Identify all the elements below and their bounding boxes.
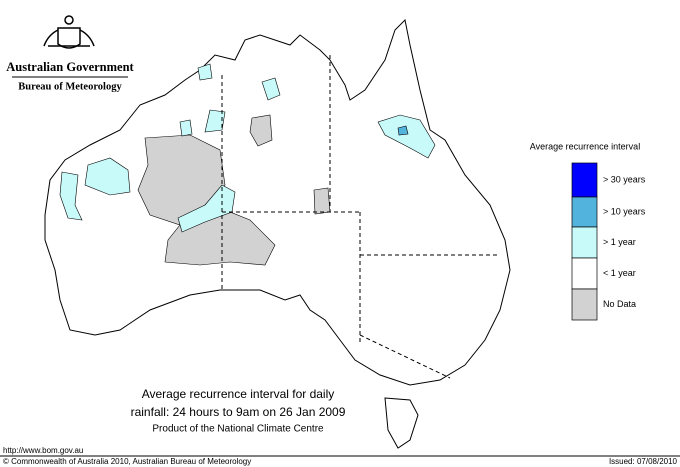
above-1-year-region	[197, 63, 213, 81]
mainland	[44, 18, 511, 386]
above-1-year-region	[204, 109, 226, 133]
emblem	[43, 15, 95, 49]
caption-line: Average recurrence interval for daily	[142, 387, 335, 401]
legend-swatch	[571, 288, 598, 321]
legend-label: > 10 years	[603, 206, 646, 216]
above-1-year-region	[261, 77, 281, 101]
above-10-years-region	[397, 125, 409, 136]
footer-copyright: © Commonwealth of Australia 2010, Austra…	[3, 457, 251, 466]
no-data-region	[313, 187, 331, 215]
legend-swatch	[571, 257, 598, 290]
tasmania	[384, 397, 419, 449]
above-1-year-region	[59, 171, 83, 221]
legend-label: > 1 year	[603, 237, 636, 247]
no-data-region	[249, 114, 273, 147]
caption-line: Product of the National Climate Centre	[152, 424, 324, 435]
legend-swatch	[571, 226, 598, 259]
legend-swatch	[571, 162, 598, 198]
regions	[59, 63, 436, 266]
above-1-year-region	[84, 157, 131, 196]
above-1-year-region	[179, 119, 193, 137]
legend: > 30 years > 10 years > 1 year < 1 year No D…	[571, 162, 646, 321]
caption-line: rainfall: 24 hours to 9am on 26 Jan 2009	[131, 405, 346, 419]
above-1-year-region	[377, 114, 436, 159]
legend-label: < 1 year	[603, 268, 636, 278]
legend-label: No Data	[603, 299, 636, 309]
legend-label: > 30 years	[603, 174, 646, 184]
footer-url: http://www.bom.gov.au	[3, 446, 83, 455]
map	[44, 18, 511, 449]
footer-issued: Issued: 07/08/2010	[609, 457, 678, 466]
legend-swatch	[571, 196, 598, 228]
header-title: Australian Government	[6, 60, 134, 74]
legend-title: Average recurrence interval	[530, 141, 640, 151]
above-1-year-region	[177, 184, 236, 233]
state-borders	[221, 55, 500, 379]
header-subtitle: Bureau of Meteorology	[18, 81, 122, 92]
